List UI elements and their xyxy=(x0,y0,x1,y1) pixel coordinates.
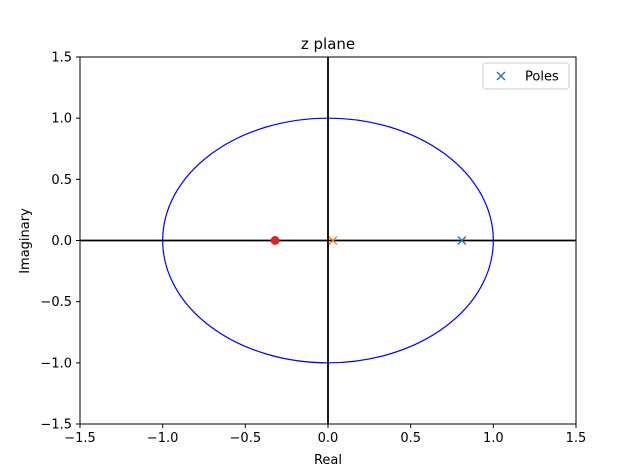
zero-marker-2-0 xyxy=(270,236,280,245)
x-tick-label: 0.0 xyxy=(318,431,339,446)
legend-box xyxy=(482,62,570,90)
y-axis-label: Imaginary xyxy=(18,208,33,274)
x-tick-label: −0.5 xyxy=(230,431,262,446)
x-tick-label: 1.0 xyxy=(483,431,504,446)
legend: Poles xyxy=(482,62,570,90)
pole-marker-1-0 xyxy=(328,236,338,245)
x-axis-label: Real xyxy=(314,453,342,468)
y-tick-label: −1.0 xyxy=(40,356,72,371)
pole-marker-stroke xyxy=(328,236,338,245)
legend-marker-stroke xyxy=(496,71,506,81)
legend-label: Poles xyxy=(525,70,559,85)
y-tick-label: 0.0 xyxy=(51,234,72,249)
y-tick-label: −1.5 xyxy=(40,418,72,433)
x-tick-label: 1.5 xyxy=(566,431,587,446)
y-tick-label: 0.5 xyxy=(51,173,72,188)
y-tick-label: −0.5 xyxy=(40,295,72,310)
pole-marker-0-0 xyxy=(457,236,467,245)
pole-marker-stroke xyxy=(457,236,467,245)
x-tick-label: −1.0 xyxy=(147,431,179,446)
chart-title: z plane xyxy=(301,35,355,53)
plot-area xyxy=(79,56,577,425)
legend-marker-icon xyxy=(496,71,506,81)
y-axis-ticks: −1.5 −1.0 −0.5 0.0 0.5 1.0 1.5 xyxy=(40,51,80,433)
x-tick-label: −1.5 xyxy=(64,431,96,446)
x-axis-ticks: −1.5 −1.0 −0.5 0.0 0.5 1.0 1.5 xyxy=(64,424,586,446)
y-tick-label: 1.5 xyxy=(51,51,72,66)
y-tick-label: 1.0 xyxy=(51,112,72,127)
x-tick-label: 0.5 xyxy=(400,431,421,446)
